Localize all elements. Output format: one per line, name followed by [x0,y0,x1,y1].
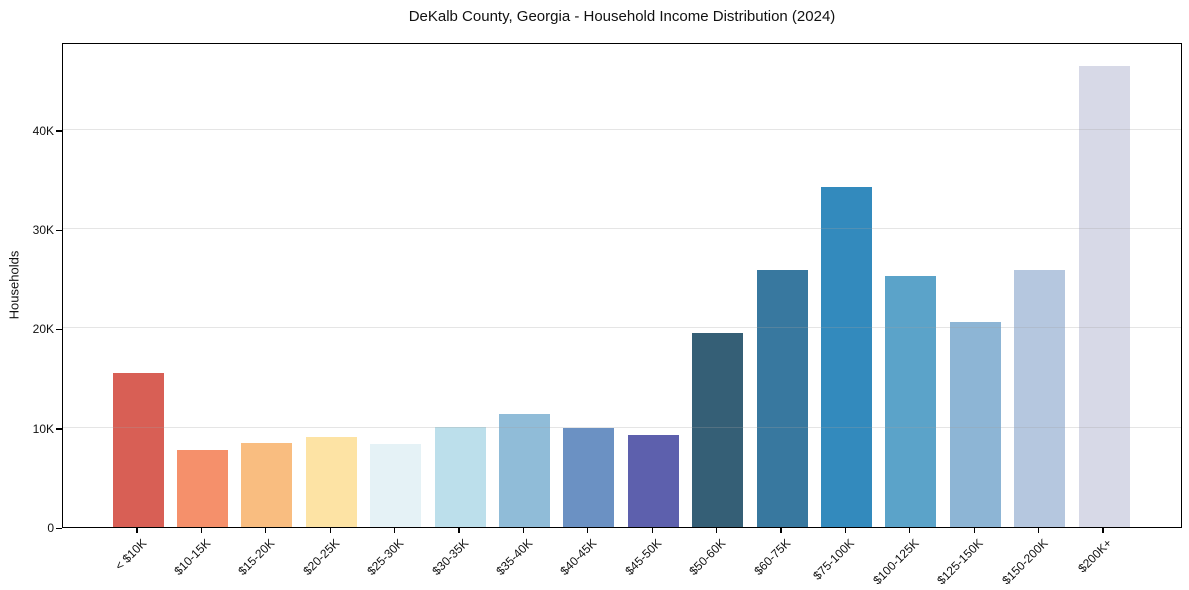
x-tick-label-text: $50-60K [686,536,729,578]
x-tick-label-text: $15-20K [235,536,278,578]
bar-$10-15K [176,449,228,527]
y-tick-30K [56,229,62,231]
y-tick-label-30K: 30K [32,223,54,238]
x-tick-$15-20K [265,528,267,533]
y-tick-40K [56,130,62,132]
x-tick-label-text: $20-25K [300,536,343,578]
x-tick-$45-50K [651,528,653,533]
y-tick-0 [56,527,62,529]
plot-area [62,43,1182,528]
bar-$35-40K [498,413,550,527]
bar-$75-100K [820,187,872,527]
y-tick-10K [56,428,62,430]
x-tick-label-text: $25-30K [364,536,407,578]
x-tick-$75-100K [844,528,847,533]
bar-$150-200K [1014,269,1066,527]
bar-$60-75K [756,269,808,527]
x-tick-$20-25K [329,528,331,533]
x-tick-< $10K [136,528,138,533]
bar-$200K+ [1078,66,1130,527]
bar-$30-35K [434,426,486,527]
x-tick-$125-150K [973,528,975,533]
bar-$50-60K [692,333,744,527]
x-tick-label-text: $30-35K [428,536,471,578]
y-axis-label: Households [6,250,22,320]
x-tick-$60-75K [780,528,782,533]
gridline-40000 [63,128,1181,130]
bar-$100-125K [885,275,937,527]
gridline-10000 [63,426,1181,428]
bar-$45-50K [627,434,679,527]
x-tick-label-text: $100-125K [870,536,922,588]
x-tick-$200K+ [1102,528,1104,533]
x-tick-$25-30K [394,528,396,533]
x-tick-label-text: $150-200K [999,536,1051,588]
x-tick-label-text: $40-45K [557,536,600,578]
x-tick-label-text: $35-40K [493,536,536,578]
bar-$25-30K [370,443,422,527]
chart-title: DeKalb County, Georgia - Household Incom… [408,8,836,25]
bar-$20-25K [305,436,357,527]
gridline-30000 [63,228,1181,230]
x-tick-label-text: $200K+ [1075,536,1115,576]
x-tick-label-text: $75-100K [810,536,858,583]
x-tick-label-text: $10-15K [171,536,214,578]
x-tick-label-text: $60-75K [750,536,793,578]
x-tick-$150-200K [1038,528,1040,533]
bar-$40-45K [563,427,615,527]
bar-< $10K [112,373,164,527]
x-tick-$10-15K [200,528,203,533]
x-tick-$30-35K [458,528,460,533]
x-tick-label-text: $45-50K [622,536,665,578]
x-tick-$35-40K [522,528,525,533]
x-tick-$50-60K [716,528,718,533]
x-tick-label-text: $125-150K [934,536,987,588]
y-tick-label-40K: 40K [32,123,54,138]
y-tick-label-0: 0 [47,521,54,535]
y-tick-20K [56,328,62,331]
bar-$125-150K [949,322,1001,527]
gridline-20000 [63,327,1181,329]
x-tick-label-text: < $10K [111,536,149,574]
y-tick-label-20K: 20K [32,322,54,337]
y-tick-label-10K: 10K [32,421,54,436]
x-tick-$100-125K [909,528,911,533]
bar-$15-20K [241,442,293,527]
x-tick-$40-45K [587,528,589,533]
